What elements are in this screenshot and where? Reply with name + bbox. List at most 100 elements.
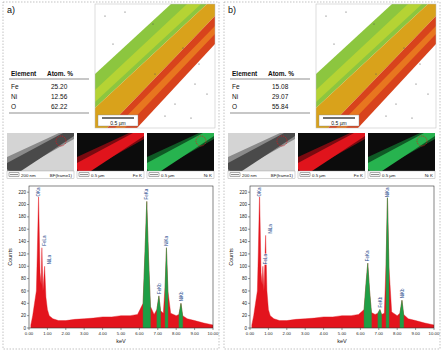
y-tick-label: 20 — [242, 313, 248, 318]
thumb-band — [77, 133, 144, 171]
thumb-band — [147, 133, 214, 171]
map-noise — [375, 73, 376, 74]
table-cell: O — [11, 103, 16, 110]
map-image — [95, 4, 215, 128]
scale-label: 0.5 µm — [161, 173, 175, 178]
y-tick-label: 80 — [242, 276, 248, 281]
scale-label: 0.5 µm — [331, 120, 346, 126]
spectrum-area — [143, 201, 183, 328]
thumbnail: 200 nmBF(frame1) — [7, 133, 74, 179]
table-header: Atom. % — [47, 70, 73, 77]
y-tick-label: 120 — [239, 252, 247, 257]
peak-label: NiLa — [47, 255, 52, 265]
panel-label: b) — [228, 5, 236, 15]
scale-bar — [231, 174, 239, 175]
table-header: Element — [11, 70, 37, 77]
x-tick-label: 5.00 — [338, 331, 347, 336]
y-tick — [248, 278, 250, 279]
label-patch — [144, 188, 149, 200]
label-patch — [263, 254, 268, 265]
scale-label: 0.5 µm — [110, 120, 125, 126]
table-rule — [9, 79, 89, 80]
scale-icon — [370, 173, 380, 177]
caption-strip — [368, 171, 435, 179]
x-tick-label: 10.00 — [429, 331, 440, 336]
x-axis-title: keV — [337, 338, 347, 344]
spectrum-area — [364, 195, 404, 328]
x-tick-label: 3.00 — [301, 331, 310, 336]
y-tick-label: 100 — [18, 264, 26, 269]
y-tick-label: 180 — [239, 214, 247, 219]
label-patch — [47, 255, 52, 265]
map-noise — [411, 117, 412, 118]
image-label: Fe K — [133, 173, 142, 178]
thumbnail: 0.5 µmNi K — [368, 133, 435, 179]
thumb-image — [147, 133, 214, 171]
x-tick-label: 4.00 — [98, 331, 107, 336]
map-band-core — [115, 26, 215, 128]
map-noise — [194, 83, 195, 84]
scale-icon — [300, 173, 310, 177]
region-marker — [196, 136, 206, 146]
y-tick-label: 0 — [244, 326, 247, 331]
thumb-band — [298, 133, 365, 171]
peak-label: FeLa — [263, 254, 268, 265]
map-noise — [403, 47, 404, 48]
peak-labels: OKaFeLaNiLaFeKaFeKbNiKaNiKb — [257, 187, 404, 308]
thumb-band — [298, 133, 365, 171]
scale-box — [319, 115, 359, 126]
label-patch — [164, 235, 169, 246]
table-cell: 29.07 — [272, 93, 289, 100]
panel-frame — [3, 2, 219, 349]
thumb-image — [77, 133, 144, 171]
plot-ground — [29, 186, 213, 328]
label-patch — [385, 187, 390, 198]
x-tick-label: 6.00 — [135, 331, 144, 336]
y-tick-label: 40 — [242, 301, 248, 306]
peak-labels: OKaFeLaNiLaFeKaFeKbNiKaNiKb — [36, 187, 183, 302]
image-label: Ni K — [425, 173, 433, 178]
map-noise — [345, 11, 346, 12]
scale-icon — [79, 173, 89, 177]
x-tick-label: 4.00 — [319, 331, 328, 336]
label-patch — [400, 288, 405, 299]
spectrum-area — [252, 192, 434, 328]
peak-label: NiLa — [268, 224, 273, 234]
map-band-core — [336, 26, 436, 128]
y-tick-label: 100 — [239, 264, 247, 269]
y-tick — [248, 303, 250, 304]
thumb-image — [7, 133, 74, 171]
table-cell: 62.22 — [51, 103, 68, 110]
eds-map: 0.5 µm — [95, 4, 215, 128]
scale-bar — [102, 117, 134, 118]
y-tick-label: 200 — [18, 202, 26, 207]
table-cell: O — [232, 103, 237, 110]
y-tick — [248, 204, 250, 205]
scale-icon — [9, 173, 19, 177]
peak-label: NiKb — [400, 288, 405, 298]
panel: b)ElementAtom. %Fe15.08Ni29.07O55.840.5 … — [224, 2, 440, 349]
caption-strip — [228, 171, 295, 179]
map-noise — [164, 115, 165, 116]
x-tick-label: 8.00 — [172, 331, 181, 336]
caption-strip — [298, 171, 365, 179]
peak-label: FeLa — [42, 235, 47, 246]
thumb-band — [77, 133, 144, 171]
region-marker — [56, 136, 66, 146]
x-tick-label: 9.00 — [190, 331, 199, 336]
map-frame — [95, 4, 215, 128]
scale-bar — [10, 174, 18, 175]
label-patch — [42, 235, 47, 246]
label-patch — [365, 250, 370, 262]
plot-marks — [252, 192, 434, 328]
x-tick-label: 0.00 — [246, 331, 255, 336]
map-noise — [104, 15, 105, 16]
map-image — [316, 4, 436, 128]
label-patch — [157, 283, 162, 295]
image-label: Fe K — [354, 173, 363, 178]
y-tick-label: 200 — [239, 202, 247, 207]
label-patch — [268, 224, 273, 234]
scale-bar — [323, 117, 355, 118]
spectrum: 0204060801001201401601802002200.001.002.… — [7, 186, 219, 344]
map-noise — [206, 93, 207, 94]
